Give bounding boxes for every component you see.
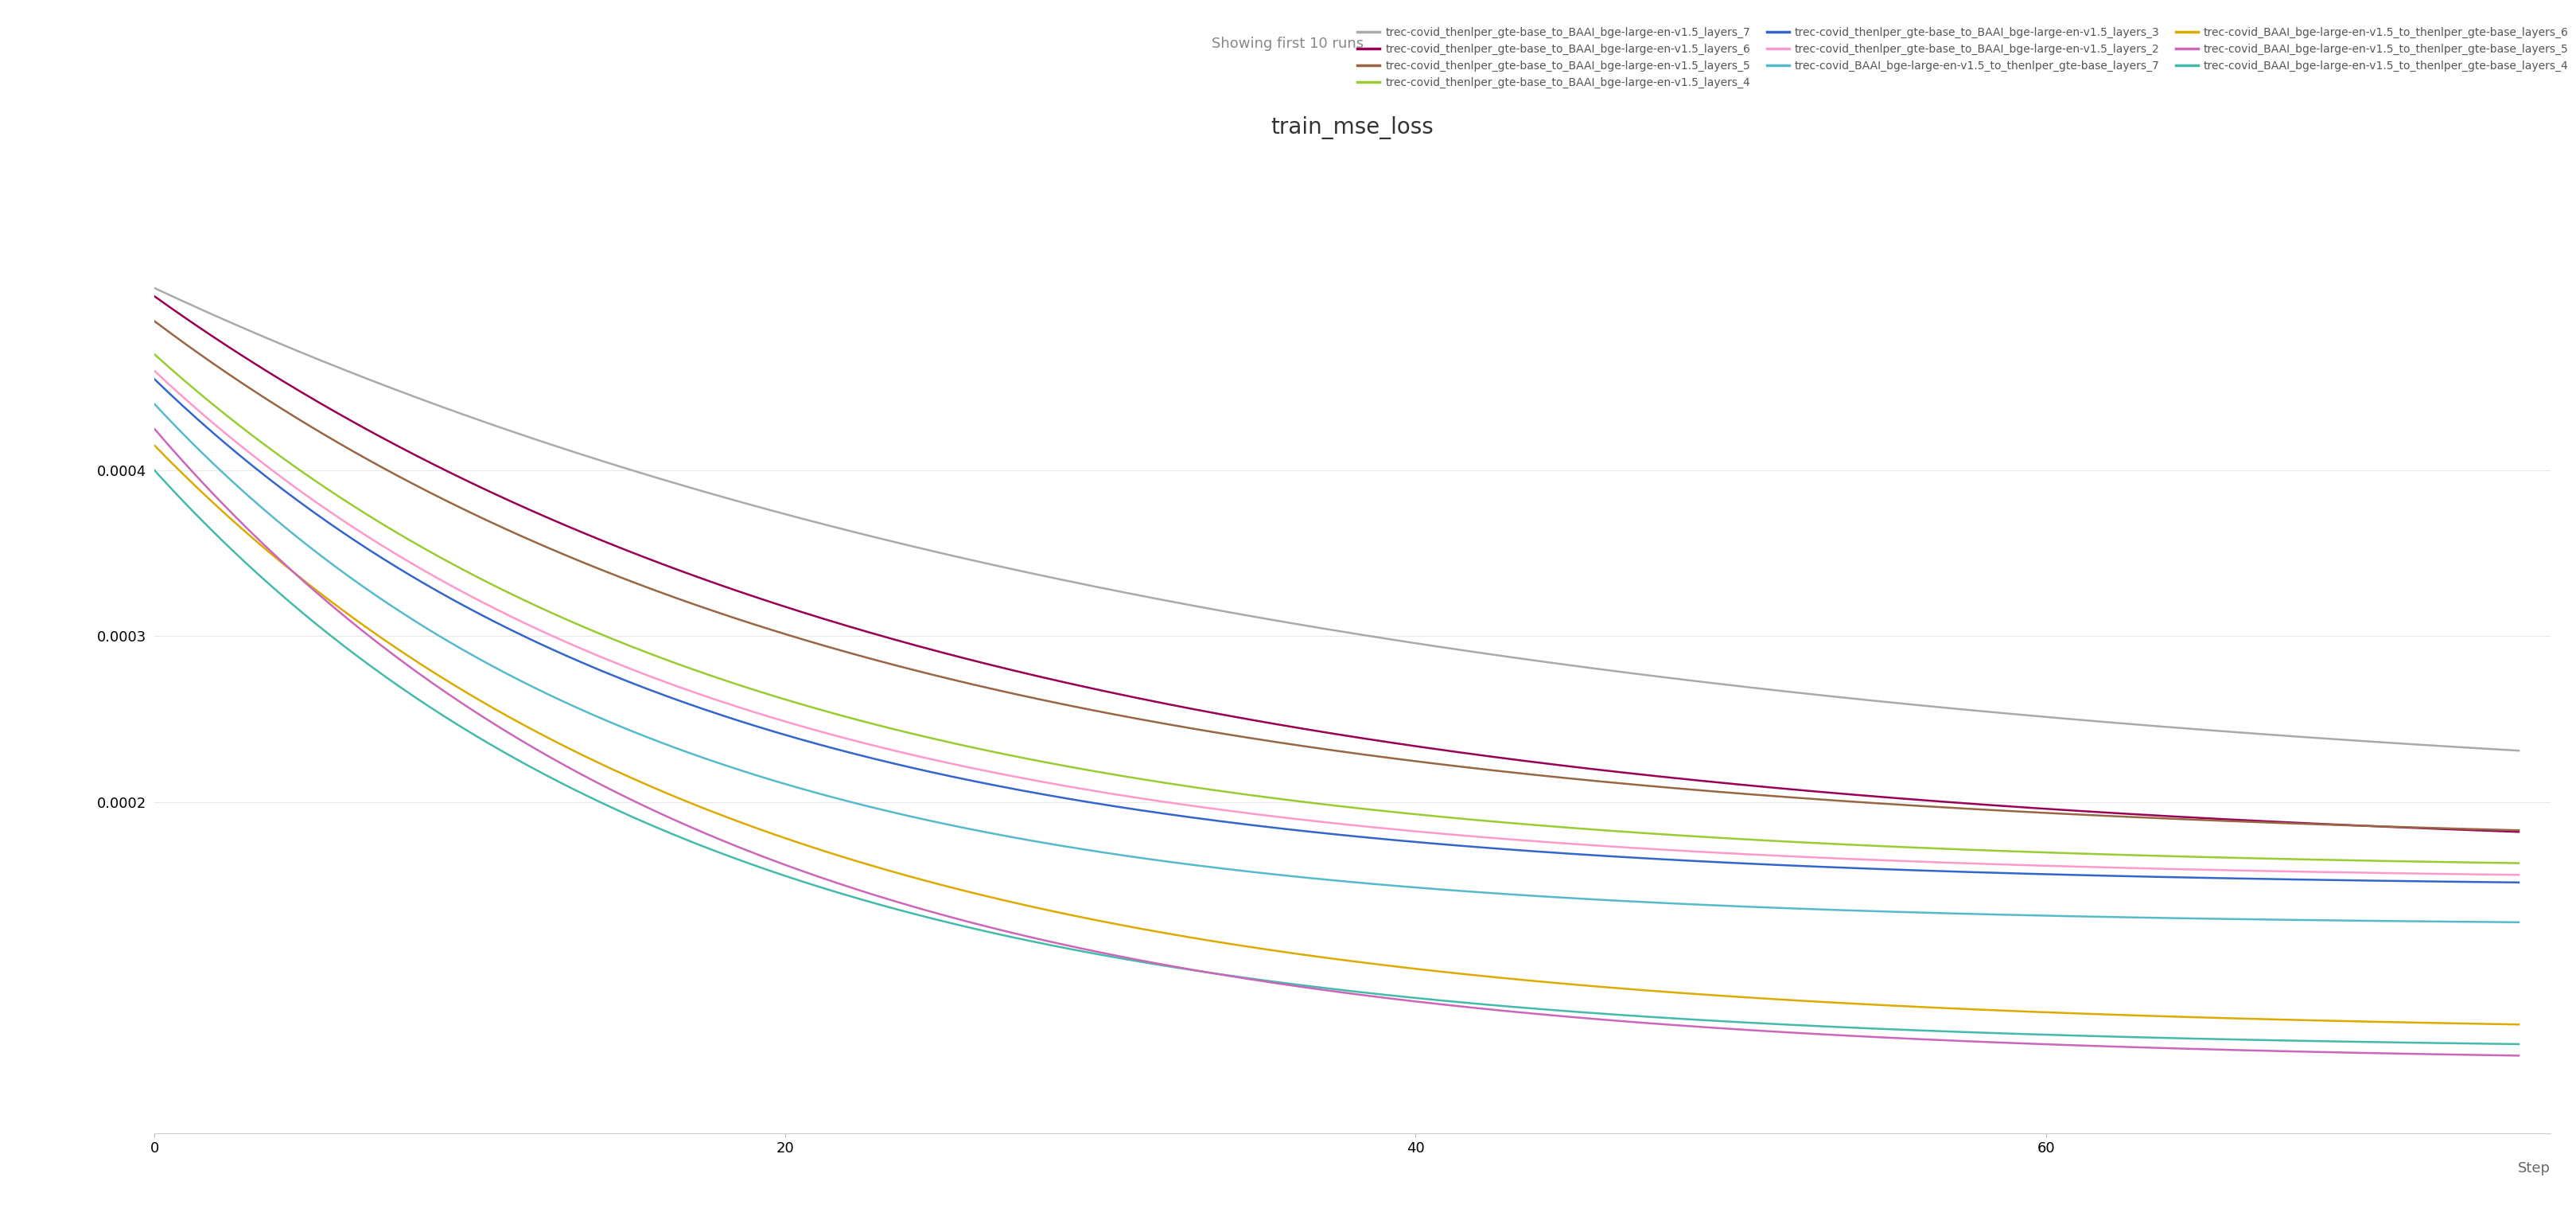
Legend: trec-covid_thenlper_gte-base_to_BAAI_bge-large-en-v1.5_layers_7, trec-covid_then: trec-covid_thenlper_gte-base_to_BAAI_bge… [1358,27,2568,89]
Title: train_mse_loss: train_mse_loss [1270,116,1435,139]
Text: Showing first 10 runs: Showing first 10 runs [1211,37,1365,52]
X-axis label: Step: Step [2517,1161,2550,1175]
